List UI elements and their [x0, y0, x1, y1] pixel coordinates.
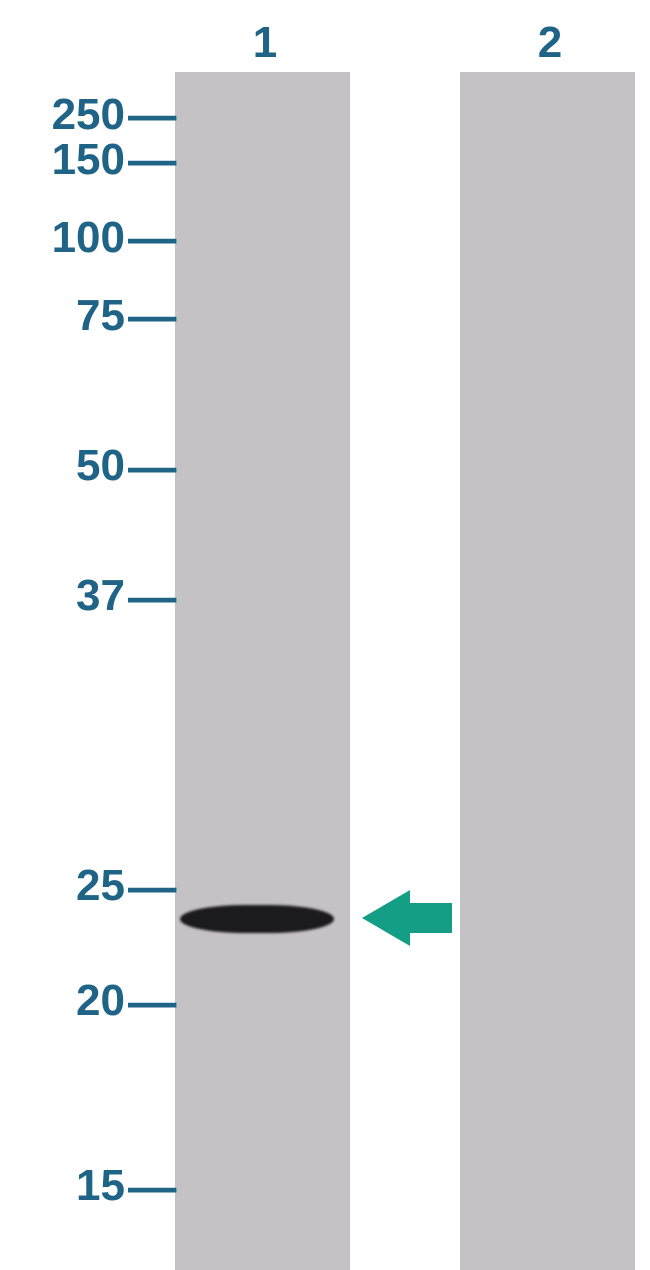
marker-label: 15	[76, 1161, 125, 1211]
lane-label-2: 2	[510, 18, 590, 68]
lane-label-1: 1	[225, 18, 305, 68]
marker-value: 100	[52, 213, 125, 262]
marker-tick: —	[128, 974, 168, 1030]
marker-label: 20	[76, 976, 125, 1026]
marker-tick: —	[128, 439, 168, 495]
lane-label-text: 1	[253, 18, 277, 67]
lane-label-text: 2	[538, 18, 562, 67]
marker-label: 250	[52, 90, 125, 140]
marker-tick: —	[128, 859, 168, 915]
marker-value: 37	[76, 571, 125, 620]
marker-value: 75	[76, 291, 125, 340]
protein-band	[180, 905, 334, 933]
lane-1	[175, 72, 350, 1270]
marker-value: 250	[52, 90, 125, 139]
marker-tick: —	[128, 1159, 168, 1215]
marker-label: 150	[52, 135, 125, 185]
marker-tick: —	[128, 210, 168, 266]
marker-label: 75	[76, 291, 125, 341]
marker-label: 25	[76, 861, 125, 911]
marker-label: 100	[52, 213, 125, 263]
marker-label: 50	[76, 441, 125, 491]
marker-tick: —	[128, 569, 168, 625]
western-blot: 1 2 250—150—100—75—50—37—25—20—15—	[0, 0, 650, 1270]
marker-tick: —	[128, 132, 168, 188]
marker-value: 25	[76, 861, 125, 910]
marker-tick: —	[128, 288, 168, 344]
marker-value: 20	[76, 976, 125, 1025]
lane-2	[460, 72, 635, 1270]
marker-value: 50	[76, 441, 125, 490]
marker-value: 15	[76, 1161, 125, 1210]
marker-value: 150	[52, 135, 125, 184]
marker-label: 37	[76, 571, 125, 621]
